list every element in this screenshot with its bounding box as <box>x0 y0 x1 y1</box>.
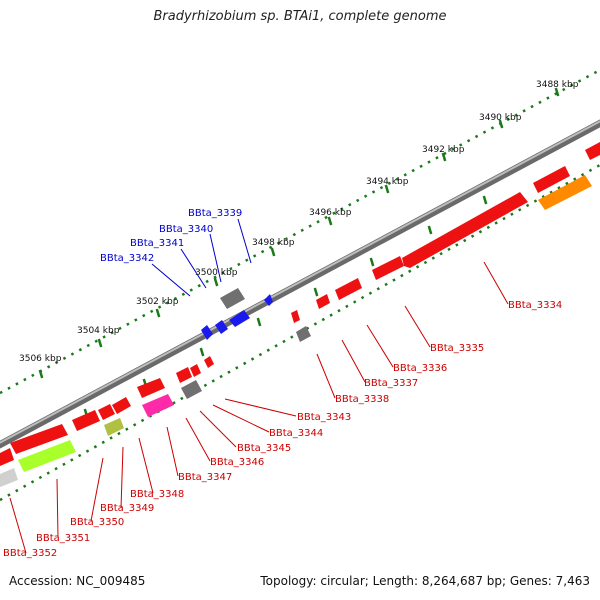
tick-label-3502: 3502 kbp <box>136 297 179 307</box>
major-tick <box>482 195 488 205</box>
gene-label[interactable]: BBta_3344 <box>269 428 323 439</box>
gene-top-right-red[interactable] <box>585 142 600 160</box>
gene-label[interactable]: BBta_3350 <box>70 517 124 528</box>
gene-label[interactable]: BBta_3347 <box>178 472 232 483</box>
major-tick <box>270 247 276 257</box>
tick-label-3504: 3504 kbp <box>77 326 120 336</box>
major-tick <box>441 152 447 162</box>
tick-label-3492: 3492 kbp <box>422 145 465 155</box>
major-tick <box>369 257 375 267</box>
gene-orange[interactable] <box>538 175 592 210</box>
gene-bbta-3351[interactable] <box>10 424 68 454</box>
major-tick <box>97 338 103 348</box>
gene-bbta-3349[interactable] <box>98 404 115 420</box>
gene-bbta-3350[interactable] <box>72 410 100 431</box>
gene-label[interactable]: BBta_3338 <box>335 394 389 405</box>
forward-gene-labels: BBta_3339 BBta_3340 BBta_3341 BBta_3342 <box>100 208 242 264</box>
major-tick <box>313 287 319 297</box>
tick-label-3494: 3494 kbp <box>366 177 409 187</box>
reverse-gene-labels: BBta_3334 BBta_3335 BBta_3336 BBta_3337 … <box>3 300 562 559</box>
tick-label-3488: 3488 kbp <box>536 80 579 90</box>
gene-label[interactable]: BBta_3345 <box>237 443 291 454</box>
tick-label-3500: 3500 kbp <box>195 268 238 278</box>
major-tick <box>38 369 44 379</box>
gene-bbta-3340[interactable] <box>229 310 250 327</box>
major-ticks <box>25 87 560 449</box>
gene-bbta-3334[interactable] <box>402 192 528 268</box>
gene-bbta-3348[interactable] <box>112 397 131 414</box>
major-tick <box>199 347 205 357</box>
gene-bbta-3334-b[interactable] <box>533 166 570 193</box>
gene-bbta-3351-lime[interactable] <box>18 440 76 472</box>
accession-text: Accession: NC_009485 <box>9 574 146 588</box>
gene-label[interactable]: BBta_3337 <box>364 378 418 389</box>
gene-bbta-3339-gray[interactable] <box>220 288 245 309</box>
major-tick <box>384 184 390 194</box>
gene-bbta-3335[interactable] <box>372 256 404 280</box>
genome-title: Bradyrhizobium sp. BTAi1, complete genom… <box>153 9 447 24</box>
gene-bbta-3338[interactable] <box>291 310 300 323</box>
gene-bbta-3347-pink[interactable] <box>142 394 174 417</box>
gene-label[interactable]: BBta_3336 <box>393 363 447 374</box>
gene-bbta-3345[interactable] <box>176 367 192 383</box>
gene-label[interactable]: BBta_3340 <box>159 224 213 235</box>
forward-genes <box>201 142 600 340</box>
tick-label-3498: 3498 kbp <box>252 238 295 248</box>
gene-bbta-3346[interactable] <box>181 380 202 399</box>
gene-bbta-3349-olive[interactable] <box>104 418 124 436</box>
gene-label[interactable]: BBta_3351 <box>36 533 90 544</box>
gene-bbta-3342[interactable] <box>201 325 213 340</box>
major-tick <box>498 119 504 129</box>
topology-summary: Topology: circular; Length: 8,264,687 bp… <box>260 574 590 588</box>
reverse-genes <box>0 166 592 487</box>
reverse-label-connectors <box>9 261 509 554</box>
gene-label[interactable]: BBta_3339 <box>188 208 242 219</box>
gene-bbta-3341[interactable] <box>215 320 228 334</box>
gene-bbta-3352-lightgray[interactable] <box>0 468 18 487</box>
gene-bbta-3338-gray[interactable] <box>296 326 311 342</box>
gene-bbta-3352[interactable] <box>0 448 14 466</box>
major-tick <box>155 308 161 318</box>
gene-bbta-3339[interactable] <box>264 294 273 306</box>
gene-label[interactable]: BBta_3343 <box>297 412 351 423</box>
gene-label[interactable]: BBta_3348 <box>130 489 184 500</box>
genome-backbone <box>0 119 600 449</box>
tick-label-3490: 3490 kbp <box>479 113 522 123</box>
gene-label[interactable]: BBta_3335 <box>430 343 484 354</box>
gene-label[interactable]: BBta_3346 <box>210 457 264 468</box>
tick-label-3506: 3506 kbp <box>19 354 62 364</box>
gene-bbta-3336[interactable] <box>335 278 362 300</box>
forward-label-connectors <box>151 218 252 297</box>
gene-bbta-3344[interactable] <box>190 364 201 377</box>
gene-label[interactable]: BBta_3349 <box>100 503 154 514</box>
major-tick <box>213 277 219 287</box>
gene-bbta-3343[interactable] <box>204 356 214 368</box>
gene-label[interactable]: BBta_3341 <box>130 238 184 249</box>
tick-labels: 3488 kbp 3490 kbp 3492 kbp 3494 kbp 3496… <box>19 80 579 364</box>
gene-label[interactable]: BBta_3334 <box>508 300 562 311</box>
major-tick <box>554 87 560 97</box>
gene-label[interactable]: BBta_3352 <box>3 548 57 559</box>
major-tick <box>427 225 433 235</box>
gene-label[interactable]: BBta_3342 <box>100 253 154 264</box>
tick-label-3496: 3496 kbp <box>309 208 352 218</box>
major-tick <box>327 216 333 226</box>
gene-bbta-3347[interactable] <box>137 378 165 398</box>
major-tick <box>256 317 262 327</box>
gene-bbta-3337[interactable] <box>316 294 330 309</box>
